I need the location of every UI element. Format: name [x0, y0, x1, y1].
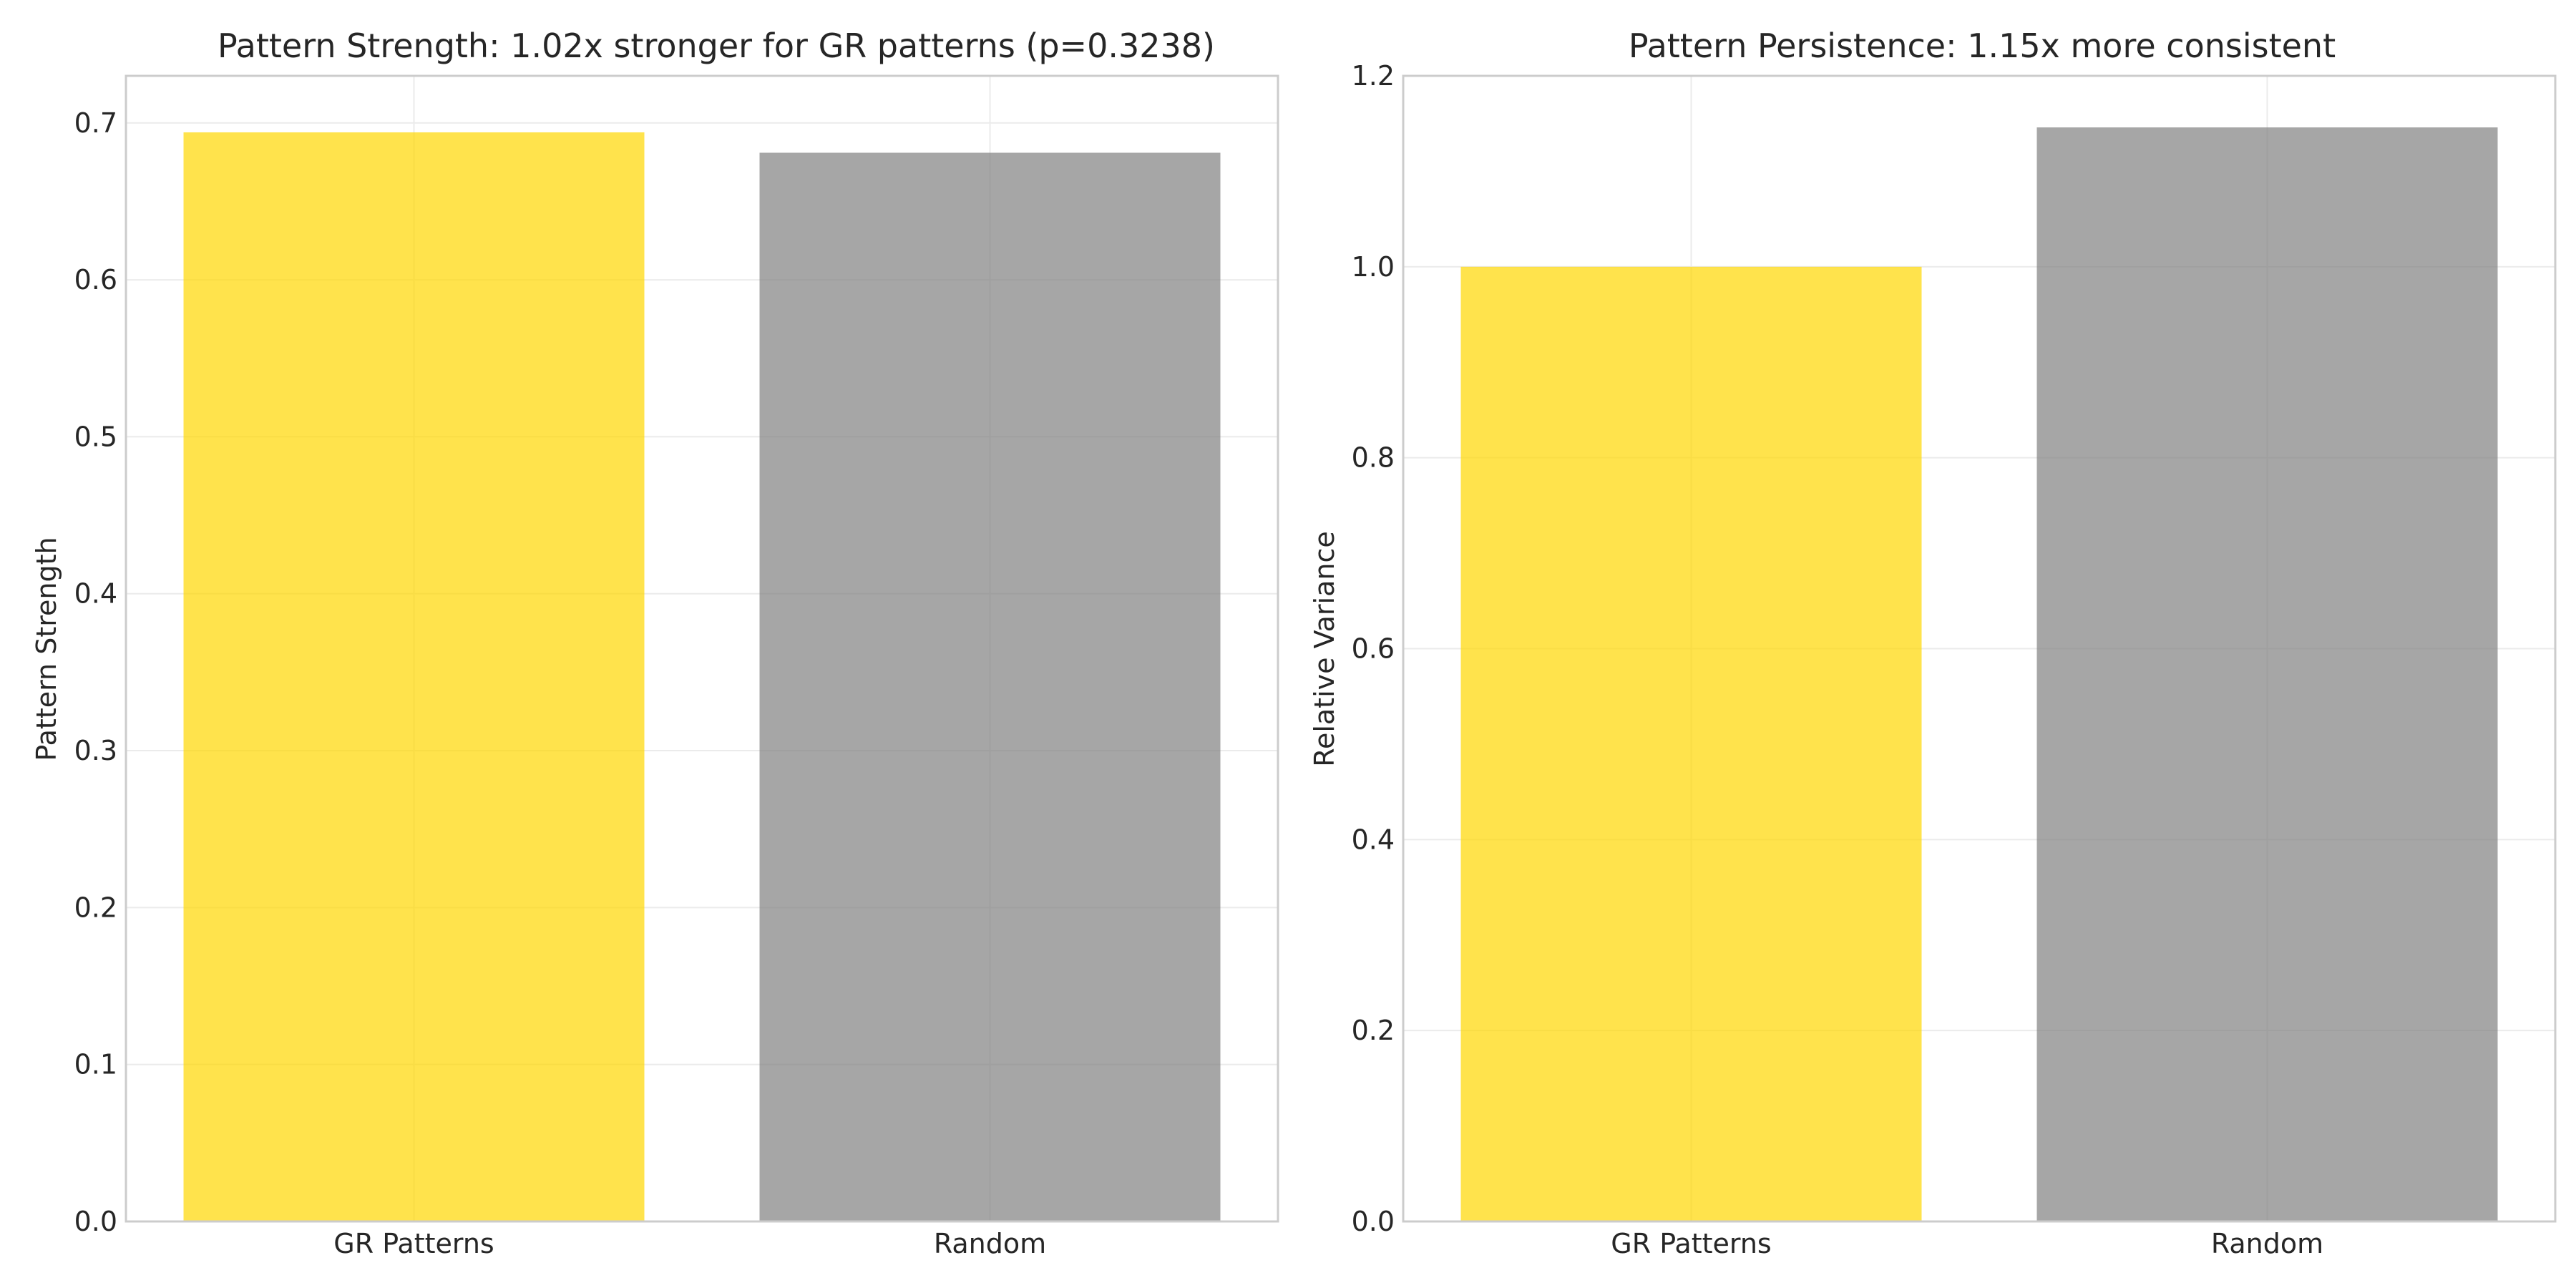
y-axis-label: Relative Variance — [1309, 531, 1340, 766]
y-axis-label: Pattern Strength — [31, 537, 62, 761]
y-tick-label: 0.0 — [74, 1206, 117, 1237]
y-tick-label: 0.4 — [74, 578, 117, 610]
y-tick-label: 0.3 — [74, 735, 117, 766]
x-tick-label: GR Patterns — [1611, 1228, 1771, 1259]
bars — [183, 132, 1221, 1222]
bar-random — [2036, 127, 2498, 1221]
y-tick-label: 0.8 — [1352, 442, 1395, 474]
x-ticks: GR Patterns Random — [1611, 1228, 2323, 1259]
y-tick-label: 1.0 — [1352, 251, 1395, 283]
plot-frame — [125, 74, 1279, 1223]
y-tick-label: 0.6 — [74, 264, 117, 296]
bars — [1460, 127, 2498, 1221]
x-tick-label: Random — [934, 1228, 1046, 1259]
bar-random — [759, 152, 1221, 1222]
y-ticks: 0.0 0.1 0.2 0.3 0.4 0.5 0.6 0.7 — [74, 107, 117, 1237]
y-tick-label: 0.7 — [74, 107, 117, 139]
y-tick-label: 0.5 — [74, 421, 117, 452]
y-tick-label: 0.0 — [1352, 1206, 1395, 1237]
chart-pattern-persistence: Pattern Persistence: 1.15x more consiste… — [1309, 26, 2557, 1259]
bar-gr-patterns — [1460, 266, 1922, 1221]
y-tick-label: 0.2 — [1352, 1015, 1395, 1046]
y-tick-label: 0.4 — [1352, 824, 1395, 855]
x-ticks: GR Patterns Random — [333, 1228, 1046, 1259]
chart-title: Pattern Persistence: 1.15x more consiste… — [1629, 26, 2336, 65]
chart-pattern-strength: Pattern Strength: 1.02x stronger for GR … — [31, 26, 1279, 1259]
plot-frame — [1402, 74, 2557, 1223]
y-ticks: 0.0 0.2 0.4 0.6 0.8 1.0 1.2 — [1352, 60, 1395, 1237]
bar-gr-patterns — [183, 132, 645, 1222]
y-tick-label: 0.1 — [74, 1049, 117, 1080]
x-tick-label: Random — [2211, 1228, 2323, 1259]
x-tick-label: GR Patterns — [333, 1228, 494, 1259]
y-tick-label: 0.6 — [1352, 633, 1395, 665]
chart-title: Pattern Strength: 1.02x stronger for GR … — [218, 26, 1215, 65]
y-tick-label: 1.2 — [1352, 60, 1395, 92]
y-tick-label: 0.2 — [74, 892, 117, 923]
